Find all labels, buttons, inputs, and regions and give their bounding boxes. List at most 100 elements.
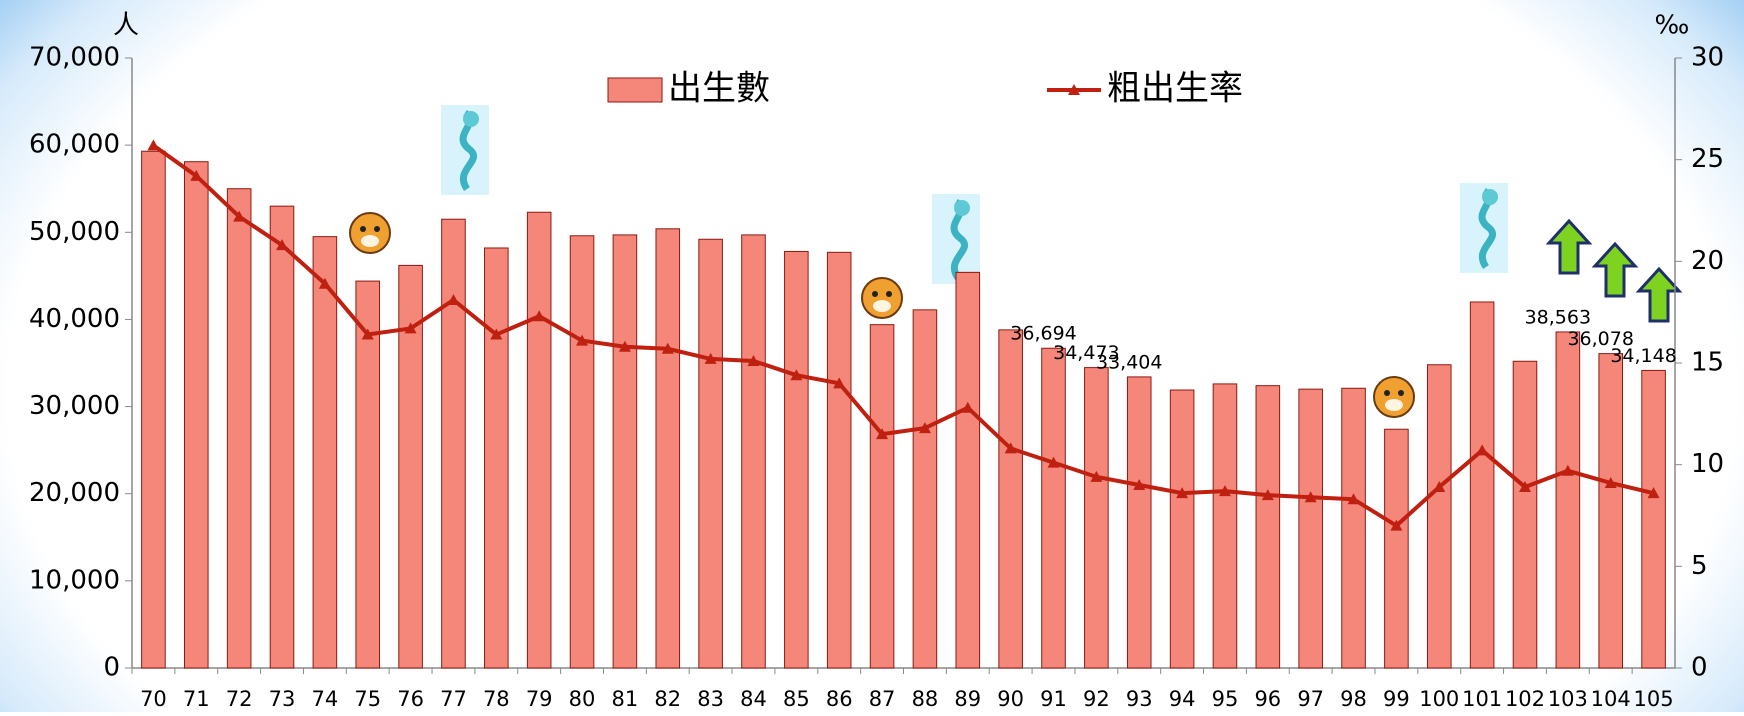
bar: [227, 189, 251, 668]
x-tick-label: 104: [1591, 687, 1631, 711]
bar: [699, 239, 723, 668]
x-tick-label: 70: [140, 687, 167, 711]
tiger-icon: [350, 213, 390, 253]
x-tick-label: 81: [612, 687, 639, 711]
bar: [485, 248, 509, 668]
x-tick-label: 92: [1083, 687, 1110, 711]
y2-unit: ‰: [1655, 11, 1690, 41]
y-tick-label: 0: [103, 653, 120, 683]
x-tick-label: 98: [1340, 687, 1367, 711]
x-tick-label: 77: [440, 687, 467, 711]
bar: [999, 330, 1023, 668]
line-marker: [147, 139, 159, 150]
x-tick-label: 73: [269, 687, 296, 711]
chart: 人 ‰ 0 10,000 20,000 30,000 40,000 50,000 60,00…: [0, 0, 1744, 712]
dragon-icon: [441, 105, 489, 195]
bar: [1642, 370, 1666, 668]
x-tick-label: 71: [183, 687, 210, 711]
legend-swatch: [608, 78, 662, 102]
x-tick-label: 90: [997, 687, 1024, 711]
y2-tick-label: 10: [1691, 449, 1724, 479]
bar: [185, 162, 209, 668]
data-label: 38,563: [1525, 306, 1591, 328]
y2-tick-label: 25: [1691, 144, 1724, 174]
bar: [313, 237, 337, 668]
bar: [1042, 348, 1066, 668]
y-tick-label: 30,000: [29, 391, 120, 421]
x-tick-label: 105: [1634, 687, 1674, 711]
data-label: 34,148: [1610, 345, 1676, 367]
bar: [1599, 354, 1623, 668]
data-label: 33,404: [1096, 351, 1162, 373]
bar: [1299, 389, 1323, 668]
y-unit: 人: [113, 11, 139, 41]
x-tick-label: 74: [312, 687, 339, 711]
bar: [1213, 384, 1237, 668]
bar: [442, 219, 466, 668]
bar: [913, 310, 937, 668]
tiger-icon: [862, 278, 902, 318]
x-tick-label: 99: [1383, 687, 1410, 711]
up-arrow: [1549, 221, 1589, 273]
up-arrow: [1639, 269, 1679, 321]
y-tick-label: 50,000: [29, 217, 120, 247]
x-tick-label: 94: [1169, 687, 1196, 711]
x-tick-label: 102: [1505, 687, 1545, 711]
bar: [1427, 365, 1451, 668]
x-tick-label: 103: [1548, 687, 1588, 711]
bar: [527, 212, 551, 668]
y-tick-label: 40,000: [29, 304, 120, 334]
tiger-icon: [1374, 377, 1414, 417]
x-tick-label: 91: [1040, 687, 1067, 711]
y2-tick-label: 15: [1691, 348, 1724, 378]
x-tick-label: 76: [397, 687, 424, 711]
bar: [1256, 386, 1280, 668]
bar: [1127, 377, 1151, 668]
y-tick-label: 70,000: [29, 43, 120, 73]
bar: [270, 206, 294, 668]
y-tick-label: 20,000: [29, 478, 120, 508]
bar: [570, 236, 594, 668]
x-tick-label: 84: [740, 687, 767, 711]
bar: [870, 325, 894, 668]
legend-label: 粗出生率: [1107, 69, 1243, 109]
y-tick-label: 60,000: [29, 130, 120, 160]
bar: [1085, 368, 1109, 668]
x-tick-label: 75: [354, 687, 381, 711]
y2-tick-label: 0: [1691, 653, 1708, 683]
bar: [742, 235, 766, 668]
y2-tick-label: 30: [1691, 43, 1724, 73]
x-tick-label: 100: [1419, 687, 1459, 711]
x-tick-label: 82: [654, 687, 681, 711]
x-tick-label: 97: [1297, 687, 1324, 711]
bar: [142, 151, 166, 668]
bar: [827, 252, 851, 668]
bar: [956, 272, 980, 668]
x-tick-label: 89: [954, 687, 981, 711]
x-tick-label: 83: [697, 687, 724, 711]
bar: [613, 235, 637, 668]
x-tick-label: 72: [226, 687, 253, 711]
bar: [1385, 429, 1409, 668]
x-tick-label: 96: [1254, 687, 1281, 711]
bar: [1470, 302, 1494, 668]
x-tick-label: 93: [1126, 687, 1153, 711]
bar: [656, 229, 680, 668]
bar: [1170, 390, 1194, 668]
dragon-icon: [1460, 183, 1508, 273]
bar: [1342, 388, 1366, 668]
y2-tick-label: 5: [1691, 551, 1708, 581]
bar: [785, 251, 809, 668]
legend-label: 出生數: [668, 69, 770, 109]
bar: [1556, 332, 1580, 668]
x-tick-label: 101: [1462, 687, 1502, 711]
dragon-icon: [932, 194, 980, 284]
bar: [1513, 361, 1537, 668]
x-tick-label: 80: [569, 687, 596, 711]
y-tick-label: 10,000: [29, 565, 120, 595]
x-tick-label: 88: [912, 687, 939, 711]
x-tick-label: 79: [526, 687, 553, 711]
y2-tick-label: 20: [1691, 246, 1724, 276]
x-tick-label: 87: [869, 687, 896, 711]
x-tick-label: 86: [826, 687, 853, 711]
